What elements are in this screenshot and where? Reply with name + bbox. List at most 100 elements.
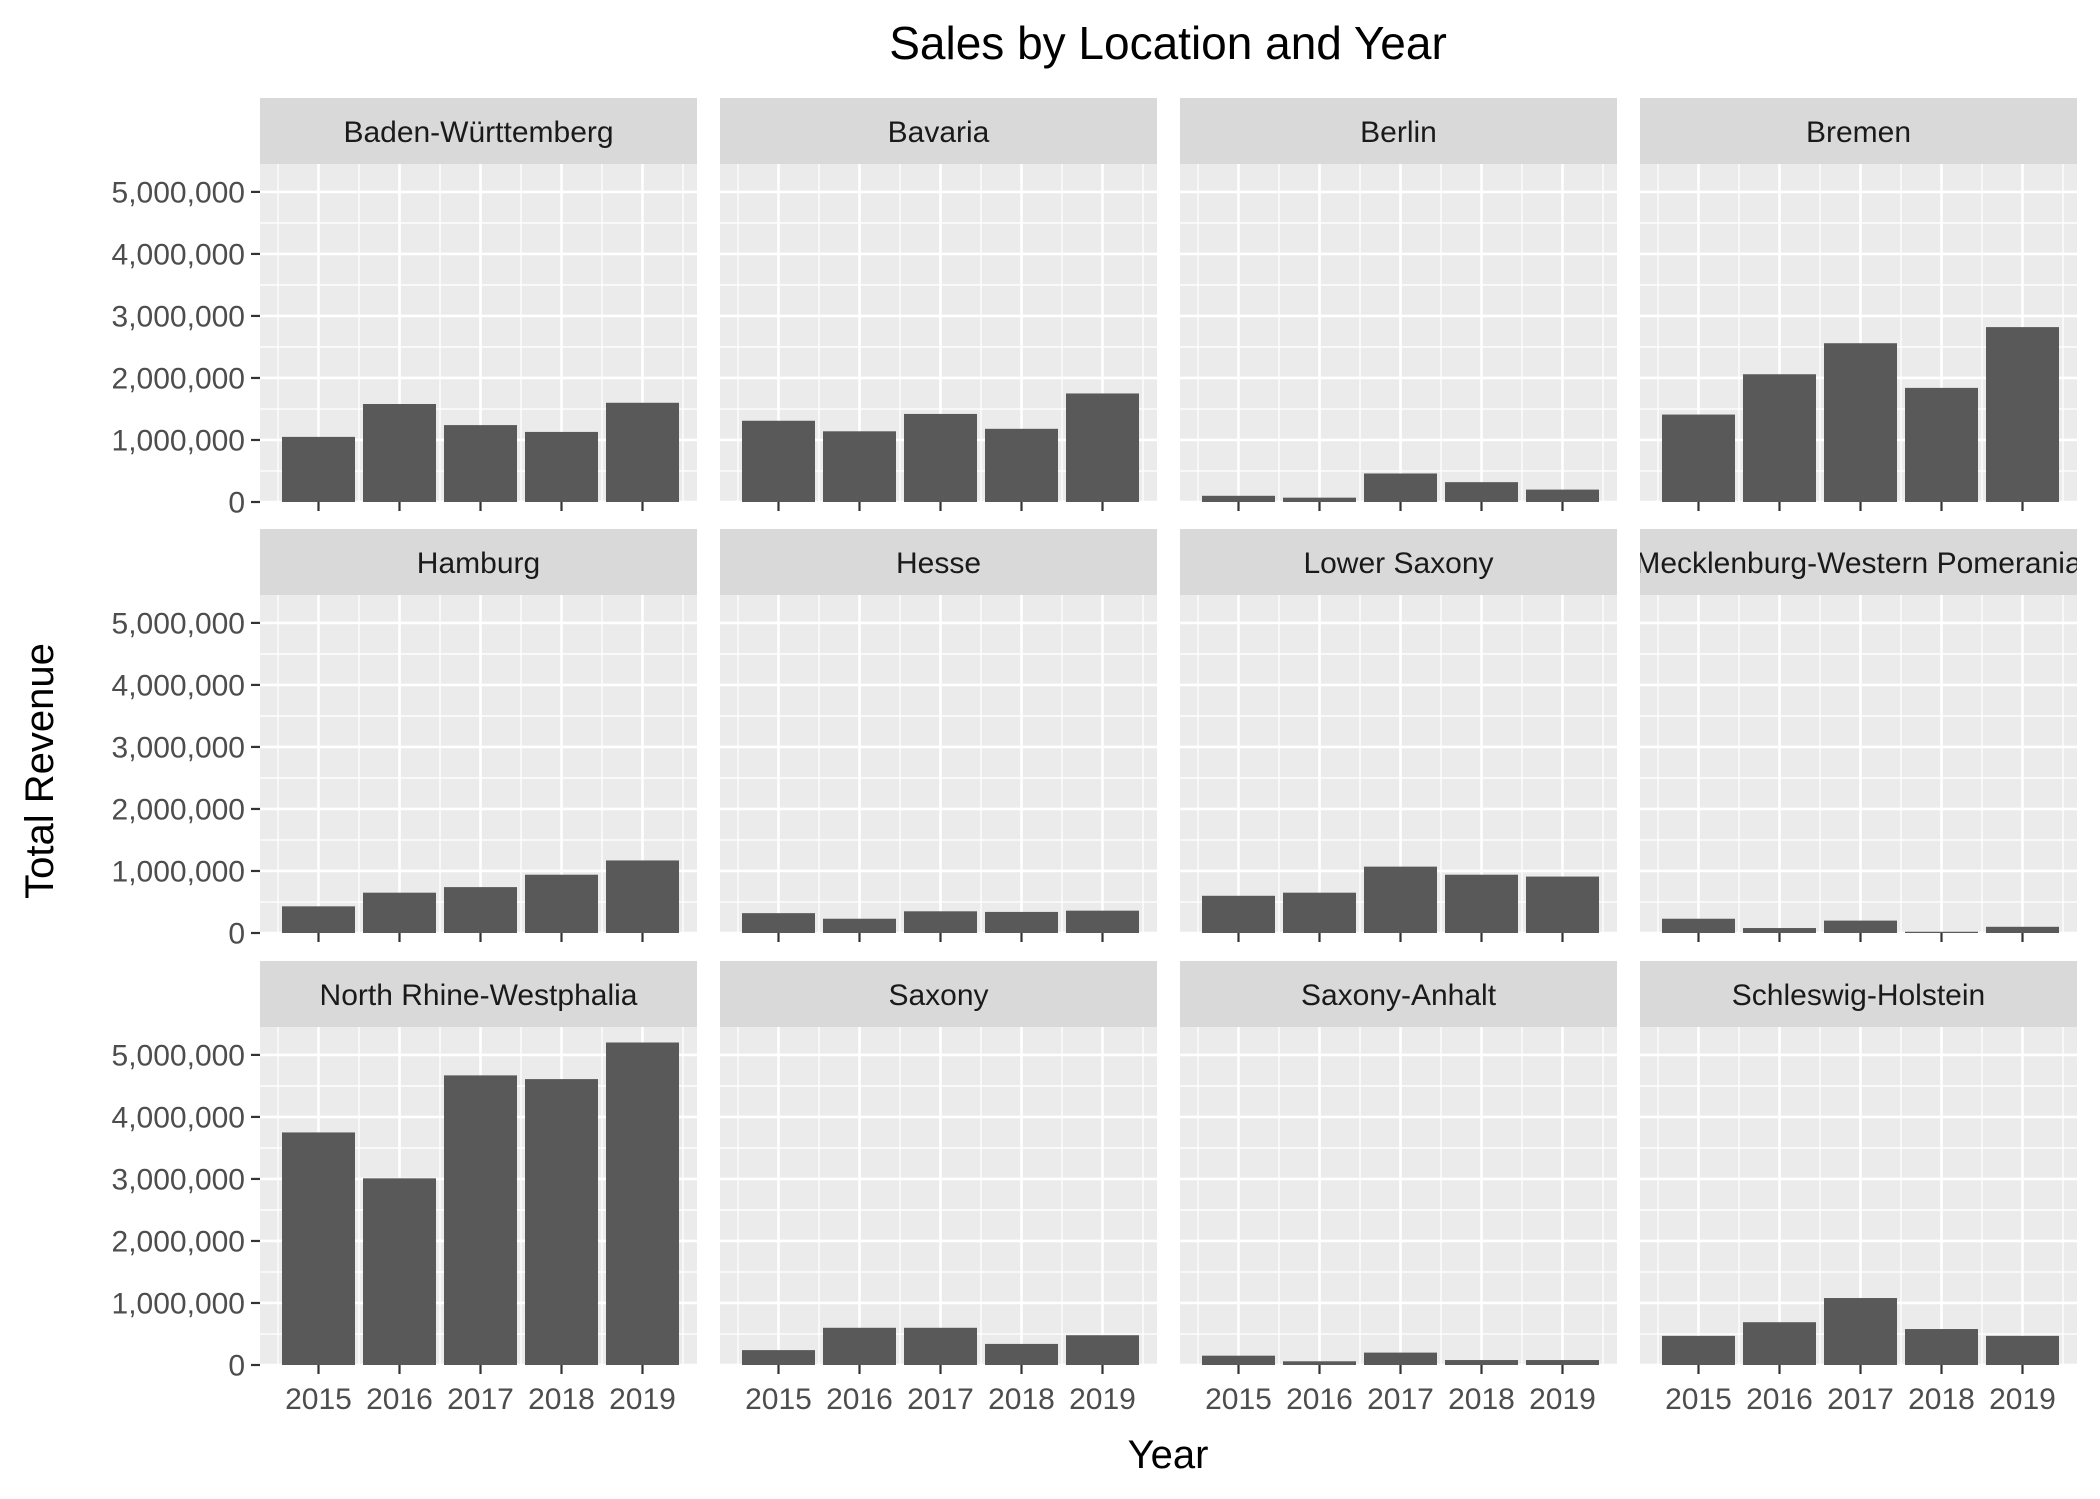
facet-label-saxony-anhalt: Saxony-Anhalt [1301,979,1497,1012]
bar-hamburg-2015 [282,906,355,933]
x-tick-label-2017: 2017 [907,1383,974,1416]
facet-label-bremen: Bremen [1806,116,1911,149]
bar-hesse-2017 [904,911,977,933]
facet-label-bavaria: Bavaria [888,116,990,149]
bar-bremen-2017 [1824,343,1897,502]
bar-saxony-anhalt-2017 [1364,1352,1437,1365]
y-tick-label: 2,000,000 [112,362,245,395]
facet-label-hamburg: Hamburg [417,547,540,580]
bar-bavaria-2018 [985,428,1058,502]
bar-schleswig-holstein-2016 [1743,1322,1816,1365]
bar-mecklenburg-western-pomerania-2019 [1986,926,2059,933]
x-tick-label-2016: 2016 [1286,1383,1353,1416]
bar-bremen-2018 [1905,387,1978,502]
bar-baden-wurttemberg-2017 [444,425,517,502]
facet-label-north-rhine-westphalia: North Rhine-Westphalia [320,979,638,1012]
y-tick-label: 2,000,000 [112,793,245,826]
x-tick-label-2017: 2017 [447,1383,514,1416]
bar-north-rhine-westphalia-2018 [525,1079,598,1365]
x-tick-label-2016: 2016 [366,1383,433,1416]
bar-bremen-2019 [1986,327,2059,502]
bar-saxony-anhalt-2015 [1202,1355,1275,1365]
facet-strip-schleswig-holstein [1640,961,2077,1027]
facet-strip-lower-saxony [1180,529,1617,595]
x-tick-label-2015: 2015 [1205,1383,1272,1416]
bar-hamburg-2019 [606,860,679,933]
bar-north-rhine-westphalia-2016 [363,1178,436,1365]
y-tick-label: 5,000,000 [112,1039,245,1072]
bar-north-rhine-westphalia-2019 [606,1042,679,1365]
bar-saxony-2018 [985,1343,1058,1365]
bar-schleswig-holstein-2018 [1905,1329,1978,1365]
facet-label-baden-wurttemberg: Baden-Württemberg [343,116,613,149]
facet-label-schleswig-holstein: Schleswig-Holstein [1732,979,1985,1012]
y-tick-label: 3,000,000 [112,300,245,333]
bar-baden-wurttemberg-2019 [606,402,679,502]
bar-baden-wurttemberg-2018 [525,431,598,502]
bar-saxony-anhalt-2018 [1445,1360,1518,1365]
y-tick-label: 4,000,000 [112,238,245,271]
y-tick-label: 0 [228,918,245,951]
bar-lower-saxony-2017 [1364,866,1437,933]
bar-saxony-2019 [1066,1335,1139,1365]
bar-north-rhine-westphalia-2015 [282,1132,355,1365]
y-tick-label: 4,000,000 [112,1101,245,1134]
bar-bremen-2016 [1743,374,1816,502]
y-tick-label: 1,000,000 [112,1287,245,1320]
facet-strip-saxony-anhalt [1180,961,1617,1027]
bar-bremen-2015 [1662,414,1735,502]
chart-title: Sales by Location and Year [889,17,1447,69]
x-tick-label-2019: 2019 [1069,1383,1136,1416]
bar-hesse-2015 [742,913,815,933]
bar-lower-saxony-2018 [1445,874,1518,933]
bar-berlin-2017 [1364,473,1437,502]
bar-mecklenburg-western-pomerania-2017 [1824,920,1897,933]
facet-label-lower-saxony: Lower Saxony [1303,547,1493,580]
facet-strip-bavaria [720,98,1157,164]
facet-panel-berlin [1180,164,1617,502]
facet-panels: Baden-Württemberg 0 1,000,000 2,000,000 3,00… [112,98,2082,1416]
x-tick-label-2018: 2018 [988,1383,1055,1416]
bar-bavaria-2015 [742,420,815,502]
x-tick-label-2019: 2019 [1529,1383,1596,1416]
bar-bavaria-2019 [1066,393,1139,502]
bar-saxony-2017 [904,1327,977,1365]
facet-label-mecklenburg-western-pomerania: Mecklenburg-Western Pomerania [1635,547,2082,580]
y-tick-label: 1,000,000 [112,855,245,888]
x-tick-label-2018: 2018 [1448,1383,1515,1416]
bar-saxony-anhalt-2016 [1283,1361,1356,1365]
y-tick-label: 0 [228,487,245,520]
bar-hamburg-2018 [525,874,598,933]
bar-saxony-2015 [742,1350,815,1365]
bar-berlin-2015 [1202,495,1275,502]
y-tick-label: 2,000,000 [112,1225,245,1258]
bar-hesse-2019 [1066,910,1139,933]
facet-label-saxony: Saxony [888,979,988,1012]
bar-north-rhine-westphalia-2017 [444,1075,517,1365]
x-axis-title: Year [1128,1433,1209,1477]
bar-bavaria-2016 [823,431,896,502]
facet-strip-mecklenburg-western-pomerania [1640,529,2077,595]
bar-lower-saxony-2019 [1526,876,1599,933]
y-tick-label: 5,000,000 [112,176,245,209]
x-tick-label-2017: 2017 [1827,1383,1894,1416]
facet-strip-saxony [720,961,1157,1027]
bar-saxony-anhalt-2019 [1526,1360,1599,1365]
facet-panel-hesse [720,595,1157,933]
y-tick-label: 0 [228,1350,245,1383]
facet-strip-baden-wurttemberg [260,98,697,164]
facet-strip-north-rhine-westphalia [260,961,697,1027]
bar-berlin-2016 [1283,497,1356,502]
bar-mecklenburg-western-pomerania-2016 [1743,928,1816,933]
facet-panel-saxony [720,1027,1157,1365]
x-tick-label-2016: 2016 [826,1383,893,1416]
x-tick-label-2015: 2015 [745,1383,812,1416]
facet-panel-saxony-anhalt [1180,1027,1617,1365]
bar-schleswig-holstein-2017 [1824,1298,1897,1365]
bar-hamburg-2016 [363,892,436,933]
y-tick-label: 4,000,000 [112,669,245,702]
bar-hesse-2016 [823,918,896,933]
x-tick-label-2018: 2018 [1908,1383,1975,1416]
bar-lower-saxony-2016 [1283,892,1356,933]
bar-bavaria-2017 [904,413,977,502]
